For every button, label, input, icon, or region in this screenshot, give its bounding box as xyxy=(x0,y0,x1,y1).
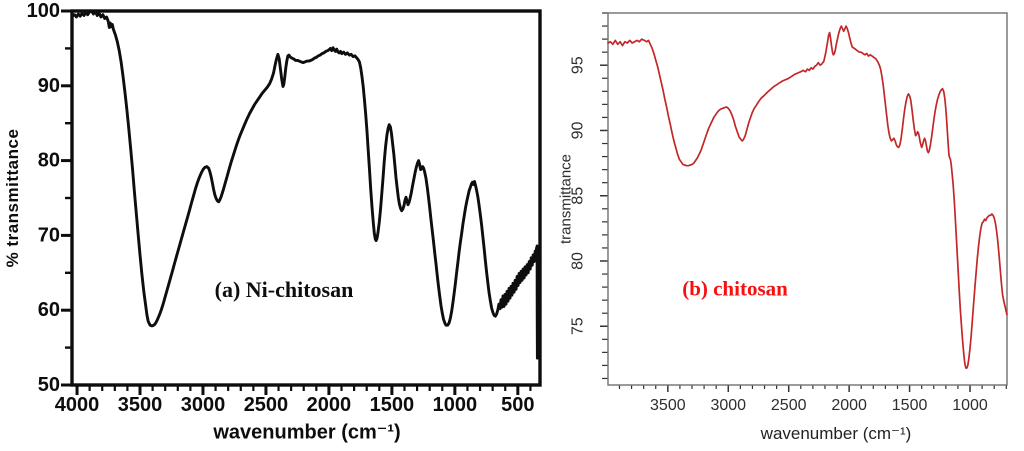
svg-text:3500: 3500 xyxy=(118,394,163,416)
svg-text:3000: 3000 xyxy=(181,394,226,416)
svg-text:70: 70 xyxy=(38,224,60,246)
svg-text:3500: 3500 xyxy=(650,397,686,414)
svg-text:500: 500 xyxy=(501,394,534,416)
svg-text:2000: 2000 xyxy=(307,394,352,416)
svg-text:60: 60 xyxy=(38,299,60,321)
svg-text:2500: 2500 xyxy=(244,394,289,416)
svg-text:1500: 1500 xyxy=(892,397,928,414)
svg-text:100: 100 xyxy=(27,0,60,22)
svg-text:1500: 1500 xyxy=(370,394,415,416)
panel-b-annotation: (b) chitosan xyxy=(682,276,788,301)
svg-text:4000: 4000 xyxy=(55,394,100,416)
svg-text:90: 90 xyxy=(570,121,587,139)
svg-text:80: 80 xyxy=(38,150,60,172)
svg-text:1000: 1000 xyxy=(433,394,478,416)
svg-text:2500: 2500 xyxy=(771,397,807,414)
svg-text:50: 50 xyxy=(38,374,60,396)
panel-a-x-axis-label: wavenumber (cm⁻¹) xyxy=(213,421,401,444)
svg-text:95: 95 xyxy=(570,56,587,74)
svg-text:1000: 1000 xyxy=(952,397,988,414)
svg-text:90: 90 xyxy=(38,75,60,97)
svg-text:3000: 3000 xyxy=(710,397,746,414)
svg-text:75: 75 xyxy=(570,317,587,335)
panel-a-annotation: (a) Ni-chitosan xyxy=(214,277,354,302)
panel-a-y-axis-label: % transmittance xyxy=(3,128,22,268)
panel-b-y-axis-label: transmittance xyxy=(557,153,575,245)
svg-text:80: 80 xyxy=(570,252,587,270)
svg-text:85: 85 xyxy=(570,187,587,205)
panel-b-x-axis-label: wavenumber (cm⁻¹) xyxy=(760,424,912,443)
svg-text:2000: 2000 xyxy=(831,397,867,414)
